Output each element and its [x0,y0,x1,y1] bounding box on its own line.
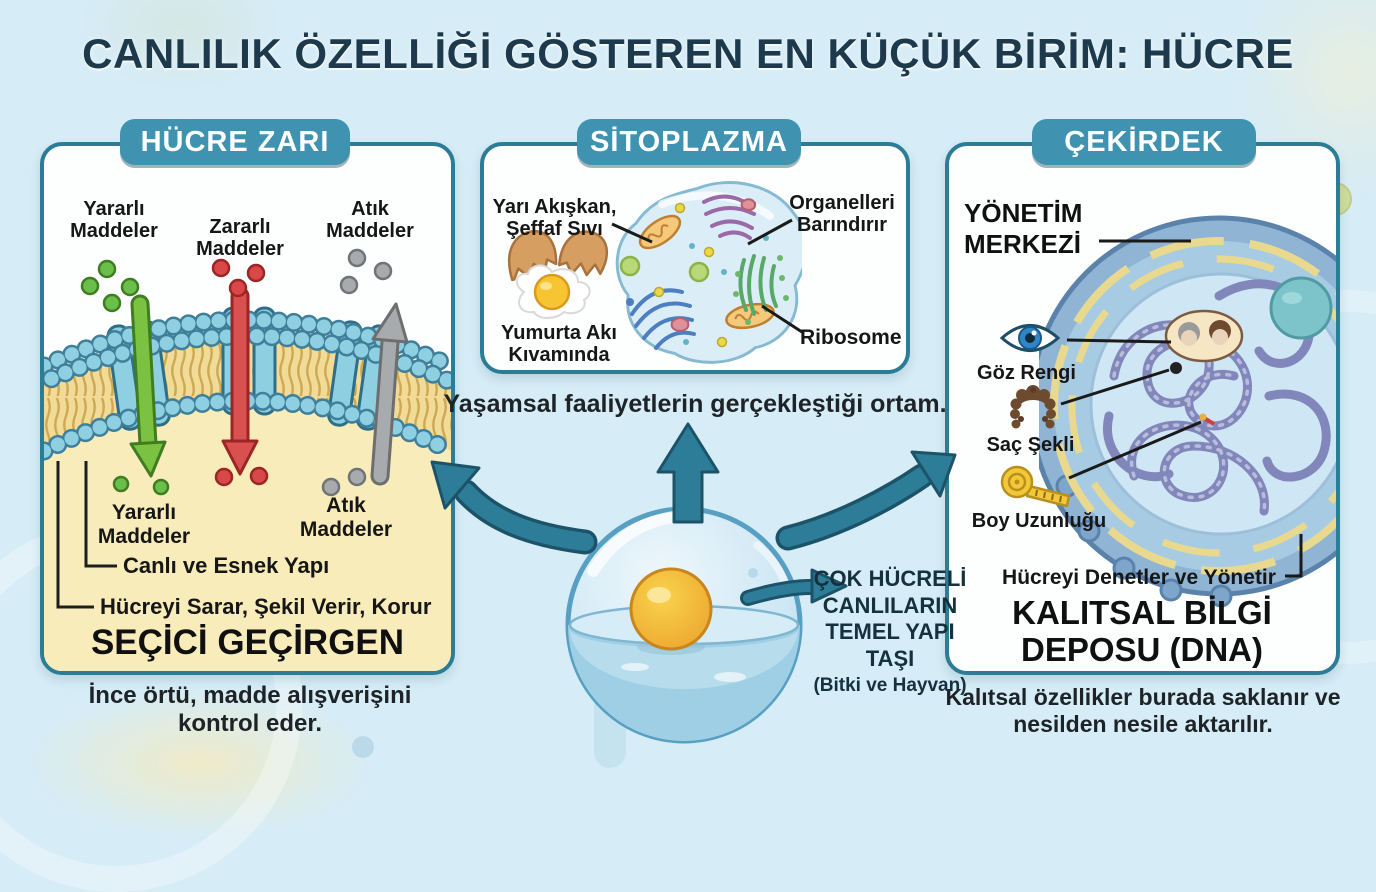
multicellular-note-sub: (Bitki ve Hayvan) [813,675,967,696]
tape-measure-icon [1000,465,1071,508]
multicellular-note-title: ÇOK HÜCRELİ CANLILARIN TEMEL YAPI TAŞI [813,566,967,671]
cell-sphere-illustration [565,506,803,744]
cytoplasm-pointer-lines [611,218,803,334]
cytoplasm-panel-header: SİTOPLAZMA [577,119,801,165]
ribosome-label: Ribosome [800,326,902,349]
membrane-panel-header: HÜCRE ZARI [120,119,350,165]
arrow-to-membrane [430,460,481,510]
membrane-caption: İnce örtü, madde alışverişini kontrol ed… [88,682,412,737]
nucleus-caption: Kalıtsal özellikler burada saklanır ve n… [945,684,1341,737]
beneficial-inner-label: Yararlı Maddeler [97,501,191,548]
harmful-substances-label: Zararlı Maddeler [196,216,284,261]
nucleus-panel: YÖNETİM MERKEZİ Göz Rengi Saç Şekli Boy … [945,142,1340,675]
radiating-arrows [430,422,957,606]
eye-icon [999,324,1061,352]
beneficial-substances-label: Yararlı Maddeler [70,198,158,243]
membrane-panel: Yararlı Maddeler Zararlı Maddeler Atık M… [40,142,455,675]
organelles-label: Organelleri Barındırır [789,192,895,237]
waste-inner-label: Atık Maddeler [299,494,393,541]
arrow-to-note [810,568,848,604]
page-title: CANLILIK ÖZELLİĞİ GÖSTEREN EN KÜÇÜK BİRİ… [82,30,1294,77]
arrow-to-nucleus [910,450,957,498]
trait-height-label: Boy Uzunluğu [971,510,1107,532]
egg-consistency-label: Yumurta Akı Kıvamında [501,322,617,366]
multicellular-note: ÇOK HÜCRELİ CANLILARIN TEMEL YAPI TAŞI (… [810,566,970,697]
cracked-egg-icon [507,230,608,319]
membrane-highlight: SEÇİCİ GEÇİRGEN [90,623,405,662]
portraits-inset [1164,309,1244,363]
membrane-feature-protects: Hücreyi Sarar, Şekil Verir, Korur [100,594,432,619]
trait-eye-label: Göz Rengi [977,362,1076,384]
tiny-tape-mark [1199,413,1216,426]
cytoplasm-panel: Yarı Akışkan, Şeffaf Sıvı Organelleri Ba… [480,142,910,374]
nucleus-illustration [1039,215,1336,608]
hair-icon [1010,385,1056,429]
cytoplasm-caption: Yaşamsal faaliyetlerin gerçekleştiği ort… [443,390,947,418]
membrane-transport-arrows [56,248,409,609]
arrow-to-cytoplasm [656,422,720,524]
waste-substances-label: Atık Maddeler [326,198,414,243]
nucleus-pointer-lines [1060,239,1303,578]
nucleus-highlight: KALITSAL BİLGİ DEPOSU (DNA) [1012,594,1272,668]
trait-hair-label: Saç Şekli [986,434,1075,456]
fluid-label: Yarı Akışkan, Şeffaf Sıvı [492,196,617,241]
management-center-label: YÖNETİM MERKEZİ [964,198,1083,259]
nucleus-panel-header: ÇEKİRDEK [1032,119,1256,165]
nucleus-feature: Hücreyi Denetler ve Yönetir [1002,566,1276,589]
membrane-feature-flexible: Canlı ve Esnek Yapı [123,553,330,578]
